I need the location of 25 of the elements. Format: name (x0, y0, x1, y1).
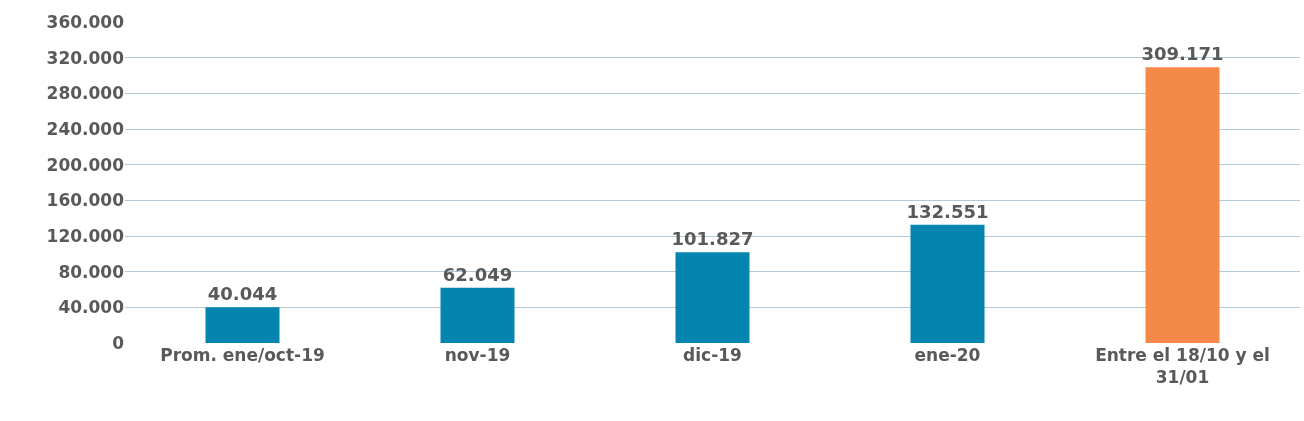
y-tick-label: 40.000 (58, 297, 125, 318)
data-label: 101.827 (671, 228, 754, 250)
x-tick-label: dic-19 (683, 345, 742, 365)
bar (675, 252, 750, 343)
y-tick-label: 240.000 (46, 118, 125, 139)
y-tick-label: 120.000 (46, 225, 125, 246)
y-tick-label: 320.000 (46, 47, 125, 68)
y-tick-label: 200.000 (46, 154, 125, 175)
x-tick-label: Entre el 18/10 y el 31/01 (1095, 345, 1270, 388)
bar (440, 287, 515, 343)
x-tick-label: nov-19 (444, 345, 511, 365)
y-tick-label: 0 (112, 332, 125, 353)
data-label: 132.551 (906, 200, 989, 222)
y-tick-label: 280.000 (46, 83, 125, 104)
x-tick-label: ene-20 (914, 345, 981, 365)
y-tick-label: 160.000 (46, 190, 125, 211)
y-tick-label: 360.000 (46, 11, 125, 32)
data-label: 309.171 (1141, 43, 1224, 65)
bar (910, 224, 985, 343)
y-tick-label: 80.000 (58, 261, 125, 282)
bar (1145, 67, 1220, 343)
bar (205, 307, 280, 343)
data-label: 40.044 (207, 283, 278, 305)
x-tick-label: Prom. ene/oct-19 (160, 345, 325, 365)
data-label: 62.049 (442, 263, 513, 285)
